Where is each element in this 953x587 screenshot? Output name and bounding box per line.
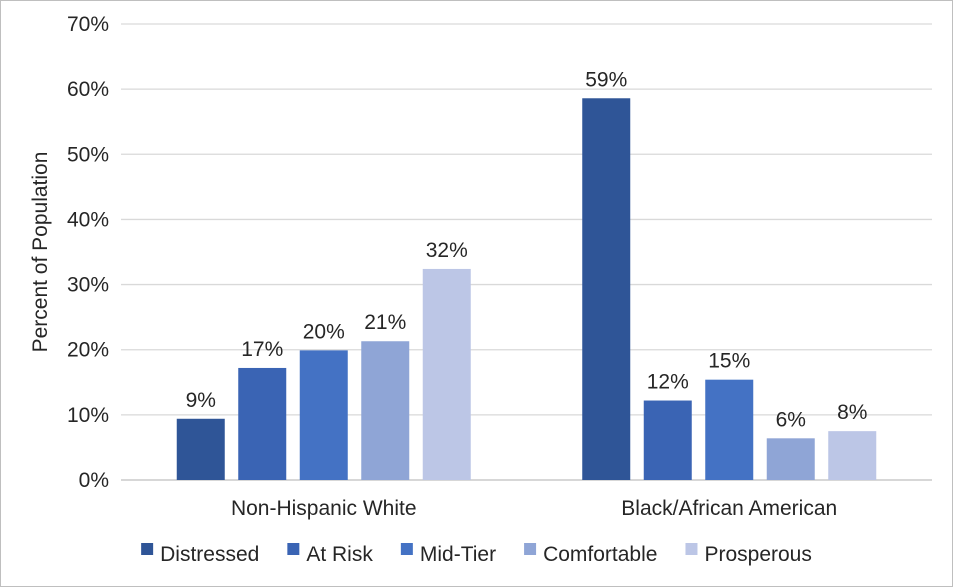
- legend-label: Comfortable: [543, 543, 657, 566]
- y-tick-label: 40%: [67, 208, 109, 231]
- legend-swatch: [400, 543, 413, 555]
- data-label: 15%: [708, 350, 750, 373]
- x-axis-categories: Non-Hispanic White Black/African American: [231, 497, 837, 520]
- data-label: 20%: [303, 320, 345, 343]
- y-tick-label: 30%: [67, 274, 109, 297]
- data-label: 32%: [426, 239, 468, 262]
- bar: [828, 431, 877, 480]
- bar: [582, 98, 631, 481]
- legend-swatch: [287, 543, 300, 555]
- y-tick-label: 70%: [67, 13, 109, 36]
- legend-swatch: [685, 543, 698, 555]
- data-label: 21%: [364, 311, 406, 334]
- data-labels: 9% 17% 20% 21% 32% 59% 12% 15% 6% 8%: [186, 68, 868, 431]
- data-label: 12%: [647, 371, 689, 394]
- data-label: 59%: [585, 68, 627, 91]
- y-tick-label: 10%: [67, 404, 109, 427]
- bar: [299, 350, 348, 480]
- data-label: 8%: [837, 401, 867, 424]
- legend-label: Mid-Tier: [420, 543, 496, 566]
- y-axis-title: Percent of Population: [29, 152, 52, 353]
- data-label: 17%: [241, 338, 283, 361]
- bar: [176, 418, 225, 480]
- legend: Distressed At Risk Mid-Tier Comfortable Pros…: [141, 543, 812, 566]
- y-tick-label: 20%: [67, 339, 109, 362]
- legend-label: At Risk: [306, 543, 373, 566]
- bar: [705, 379, 754, 480]
- bar: [766, 438, 815, 480]
- legend-label: Distressed: [160, 543, 259, 566]
- bar: [643, 400, 692, 480]
- data-label: 9%: [186, 389, 216, 412]
- legend-label: Prosperous: [704, 543, 811, 566]
- y-tick-label: 60%: [67, 78, 109, 101]
- x-category-label: Black/African American: [621, 497, 837, 520]
- y-axis-ticks: 0% 10% 20% 30% 40% 50% 60% 70%: [67, 13, 109, 492]
- data-label: 6%: [776, 408, 806, 431]
- bar: [361, 341, 410, 480]
- legend-swatch: [141, 543, 154, 555]
- legend-swatch: [524, 543, 537, 555]
- bar: [238, 367, 287, 480]
- y-tick-label: 0%: [79, 469, 109, 492]
- bars: [176, 98, 877, 481]
- bar: [422, 268, 471, 480]
- y-tick-label: 50%: [67, 143, 109, 166]
- x-category-label: Non-Hispanic White: [231, 497, 417, 520]
